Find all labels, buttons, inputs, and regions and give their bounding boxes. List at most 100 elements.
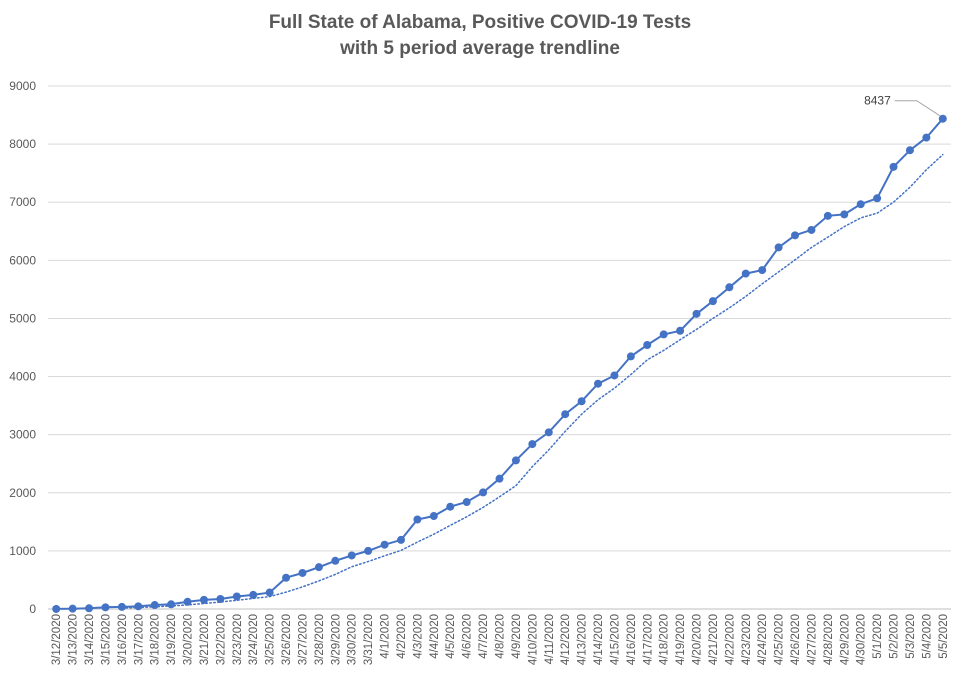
data-point <box>167 600 176 609</box>
data-point <box>282 573 291 582</box>
data-point <box>659 330 668 339</box>
data-point <box>331 556 340 565</box>
chart-title-block: Full State of Alabama, Positive COVID-19… <box>0 10 960 62</box>
x-tick-label: 4/9/2020 <box>511 614 523 659</box>
data-point <box>446 502 455 511</box>
x-tick-label: 4/4/2020 <box>429 614 441 659</box>
data-point <box>85 604 94 613</box>
x-tick-label: 3/22/2020 <box>215 614 227 665</box>
data-point <box>528 440 537 449</box>
gridlines <box>48 85 951 610</box>
x-tick-label: 3/21/2020 <box>199 614 211 665</box>
x-tick-label: 5/2/2020 <box>889 614 901 659</box>
x-tick-label: 3/24/2020 <box>248 614 260 665</box>
x-tick-label: 3/13/2020 <box>68 614 80 665</box>
data-label: 8437 <box>864 94 891 108</box>
x-tick-label: 4/8/2020 <box>495 614 507 659</box>
x-tick-label: 3/31/2020 <box>363 614 375 665</box>
data-point <box>938 114 947 123</box>
data-point <box>68 604 77 613</box>
x-tick-label: 4/29/2020 <box>839 614 851 665</box>
data-point <box>922 133 931 142</box>
data-point <box>610 371 619 380</box>
data-point <box>249 590 258 599</box>
data-point <box>823 211 832 220</box>
chart-title: Full State of Alabama, Positive COVID-19… <box>268 12 692 33</box>
data-point <box>199 595 208 604</box>
data-point <box>692 309 701 318</box>
x-tick-label: 4/28/2020 <box>823 614 835 665</box>
x-tick-label: 4/22/2020 <box>724 614 736 665</box>
y-tick-label: 9000 <box>9 79 36 93</box>
data-point <box>643 341 652 350</box>
x-tick-label: 4/18/2020 <box>659 614 671 665</box>
x-tick-label: 3/14/2020 <box>84 614 96 665</box>
x-tick-label: 5/5/2020 <box>938 614 950 659</box>
x-tick-label: 4/17/2020 <box>642 614 654 665</box>
data-point <box>462 498 471 507</box>
x-tick-label: 3/17/2020 <box>133 614 145 665</box>
data-point <box>380 540 389 549</box>
data-point <box>856 200 865 209</box>
x-tick-label: 4/20/2020 <box>692 614 704 665</box>
x-tick-label: 3/12/2020 <box>51 614 63 665</box>
data-point <box>725 283 734 292</box>
y-tick-label: 0 <box>29 602 36 616</box>
x-tick-label: 4/7/2020 <box>478 614 490 659</box>
x-tick-label: 4/27/2020 <box>806 614 818 665</box>
series-layer <box>52 114 947 613</box>
data-point <box>479 488 488 497</box>
x-tick-label: 3/19/2020 <box>166 614 178 665</box>
x-tick-label: 4/11/2020 <box>544 614 556 664</box>
x-tick-label: 3/20/2020 <box>183 614 195 665</box>
x-tick-label: 4/30/2020 <box>856 614 868 665</box>
x-tick-label: 4/5/2020 <box>445 614 457 659</box>
data-point <box>594 379 603 388</box>
data-point <box>134 602 143 611</box>
data-point <box>561 410 570 419</box>
y-tick-label: 2000 <box>9 486 36 500</box>
data-point <box>429 512 438 521</box>
data-point <box>216 595 225 604</box>
x-tick-label: 3/15/2020 <box>100 614 112 665</box>
x-tick-label: 3/18/2020 <box>150 614 162 665</box>
data-point <box>889 162 898 171</box>
data-point <box>511 456 520 465</box>
data-point <box>495 474 504 483</box>
y-tick-label: 4000 <box>9 370 36 384</box>
data-point <box>708 297 717 306</box>
data-point <box>347 551 356 560</box>
data-point <box>298 568 307 577</box>
x-tick-label: 4/21/2020 <box>708 614 720 665</box>
x-tick-label: 4/1/2020 <box>380 614 392 659</box>
x-tick-label: 4/16/2020 <box>626 614 638 665</box>
data-point <box>364 546 373 555</box>
x-tick-label: 3/29/2020 <box>330 614 342 665</box>
data-point <box>807 225 816 234</box>
x-tick-label: 4/12/2020 <box>560 614 572 665</box>
data-labels: 8437 <box>864 94 941 117</box>
data-point <box>183 597 192 606</box>
data-point <box>626 352 635 361</box>
data-point <box>413 515 422 524</box>
x-tick-label: 5/1/2020 <box>872 614 884 659</box>
data-point <box>314 563 323 572</box>
y-tick-label: 5000 <box>9 311 36 325</box>
data-point <box>117 602 126 611</box>
y-tick-label: 8000 <box>9 137 36 151</box>
data-point <box>676 326 685 335</box>
x-tick-label: 4/23/2020 <box>741 614 753 665</box>
data-point <box>396 535 405 544</box>
y-axis-tick-labels: 0 1000 2000 3000 4000 5000 6000 7000 8000 9000 <box>9 79 36 616</box>
series-line <box>56 118 944 610</box>
x-tick-label: 4/15/2020 <box>609 614 621 665</box>
data-point <box>758 266 767 275</box>
x-tick-label: 4/26/2020 <box>790 614 802 665</box>
data-point <box>101 603 110 612</box>
chart-subtitle: with 5 period average trendline <box>340 38 620 59</box>
data-label-leader <box>894 100 941 117</box>
y-tick-label: 6000 <box>9 253 36 267</box>
data-point <box>840 210 849 219</box>
x-tick-label: 3/30/2020 <box>347 614 359 665</box>
